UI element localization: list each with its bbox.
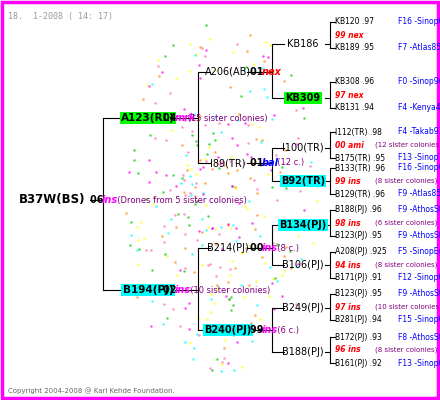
Text: B175(TR) .95: B175(TR) .95	[335, 154, 385, 162]
Text: F8 -AthosSt80R: F8 -AthosSt80R	[398, 332, 440, 342]
Text: (8 c.): (8 c.)	[272, 244, 299, 252]
Text: 98 ins: 98 ins	[335, 218, 361, 228]
Text: B161(PJ) .92: B161(PJ) .92	[335, 358, 382, 368]
Text: (12 sister colonies): (12 sister colonies)	[375, 142, 440, 148]
Text: ins: ins	[262, 325, 278, 335]
Text: (10 sister colonies): (10 sister colonies)	[375, 304, 440, 310]
Text: B106(PJ): B106(PJ)	[282, 260, 324, 270]
Text: B214(PJ): B214(PJ)	[207, 243, 249, 253]
Text: (8 sister colonies): (8 sister colonies)	[375, 178, 437, 184]
Text: bal: bal	[262, 158, 279, 168]
Text: B129(TR) .96: B129(TR) .96	[335, 190, 385, 198]
Text: F0 -Sinop96R: F0 -Sinop96R	[398, 78, 440, 86]
Text: 99 nex: 99 nex	[335, 30, 363, 40]
Text: 99: 99	[250, 325, 267, 335]
Text: (10 sister colonies): (10 sister colonies)	[185, 286, 270, 294]
Text: KB120 .97: KB120 .97	[335, 18, 374, 26]
Text: B171(PJ) .91: B171(PJ) .91	[335, 274, 382, 282]
Text: I89(TR): I89(TR)	[210, 158, 246, 168]
Text: F9 -AthosSt80R: F9 -AthosSt80R	[398, 290, 440, 298]
Text: (8 sister colonies): (8 sister colonies)	[375, 347, 437, 353]
Text: 97 nex: 97 nex	[335, 90, 363, 100]
Text: 94 ins: 94 ins	[335, 260, 361, 270]
Text: 97 ins: 97 ins	[335, 302, 361, 312]
Text: F16 -Sinop62R: F16 -Sinop62R	[398, 164, 440, 172]
Text: B37W(BS): B37W(BS)	[19, 194, 85, 206]
Text: F9 -AthosSt80R: F9 -AthosSt80R	[398, 206, 440, 214]
Text: KB186: KB186	[287, 39, 319, 49]
Text: B134(PJ): B134(PJ)	[279, 220, 326, 230]
Text: B92(TR): B92(TR)	[281, 176, 325, 186]
Text: 00 ami: 00 ami	[335, 140, 364, 150]
Text: B172(PJ) .93: B172(PJ) .93	[335, 332, 382, 342]
Text: F5 -SinopEgg86R: F5 -SinopEgg86R	[398, 248, 440, 256]
Text: F4 -Kenya4R: F4 -Kenya4R	[398, 104, 440, 112]
Text: (8 sister colonies): (8 sister colonies)	[375, 262, 437, 268]
Text: ins: ins	[102, 195, 118, 205]
Text: F4 -Takab93aR: F4 -Takab93aR	[398, 128, 440, 136]
Text: F9 -AthosSt80R: F9 -AthosSt80R	[398, 232, 440, 240]
Text: Copyright 2004-2008 @ Karl Kehde Foundation.: Copyright 2004-2008 @ Karl Kehde Foundat…	[8, 387, 175, 394]
Text: KB131 .94: KB131 .94	[335, 104, 374, 112]
Text: nex: nex	[262, 67, 282, 77]
Text: F9 -Atlas85R: F9 -Atlas85R	[398, 190, 440, 198]
Text: A123(RL): A123(RL)	[121, 113, 175, 123]
Text: F12 -Sinop62R: F12 -Sinop62R	[398, 274, 440, 282]
Text: B188(PJ) .96: B188(PJ) .96	[335, 206, 382, 214]
Text: (15 sister colonies): (15 sister colonies)	[185, 114, 268, 122]
Text: (12 c.): (12 c.)	[272, 158, 304, 168]
Text: A206(AB): A206(AB)	[205, 67, 251, 77]
Text: A208(PJ) .925: A208(PJ) .925	[335, 248, 387, 256]
Text: F13 -Sinop72R: F13 -Sinop72R	[398, 154, 440, 162]
Text: B123(PJ) .95: B123(PJ) .95	[335, 290, 382, 298]
Text: mrk: mrk	[175, 113, 196, 123]
Text: B249(PJ): B249(PJ)	[282, 303, 324, 313]
Text: 04: 04	[163, 113, 180, 123]
Text: (6 c.): (6 c.)	[272, 326, 299, 334]
Text: B133(TR) .96: B133(TR) .96	[335, 164, 385, 172]
Text: 06: 06	[90, 195, 107, 205]
Text: B240(PJ): B240(PJ)	[204, 325, 252, 335]
Text: B194(PJ): B194(PJ)	[123, 285, 173, 295]
Text: F13 -Sinop62R: F13 -Sinop62R	[398, 358, 440, 368]
Text: F16 -Sinop62R: F16 -Sinop62R	[398, 18, 440, 26]
Text: KB309: KB309	[286, 93, 321, 103]
Text: I112(TR) .98: I112(TR) .98	[335, 128, 382, 136]
Text: B281(PJ) .94: B281(PJ) .94	[335, 316, 382, 324]
Text: 96 ins: 96 ins	[335, 346, 361, 354]
Text: 00: 00	[250, 243, 267, 253]
Text: ins: ins	[262, 243, 278, 253]
Text: 99 ins: 99 ins	[335, 176, 361, 186]
Text: KB308 .96: KB308 .96	[335, 78, 374, 86]
Text: B123(PJ) .95: B123(PJ) .95	[335, 232, 382, 240]
Text: 18.  1-2008 ( 14: 17): 18. 1-2008 ( 14: 17)	[8, 12, 113, 21]
Text: (6 sister colonies): (6 sister colonies)	[375, 220, 437, 226]
Text: F7 -Atlas85R: F7 -Atlas85R	[398, 44, 440, 52]
Text: (Drones from 5 sister colonies): (Drones from 5 sister colonies)	[112, 196, 247, 204]
Text: B188(PJ): B188(PJ)	[282, 347, 324, 357]
Text: ins: ins	[175, 285, 191, 295]
Text: F15 -Sinop62R: F15 -Sinop62R	[398, 316, 440, 324]
Text: I100(TR): I100(TR)	[282, 143, 324, 153]
Text: 01: 01	[250, 67, 267, 77]
Text: KB189 .95: KB189 .95	[335, 44, 374, 52]
Text: 01: 01	[250, 158, 267, 168]
Text: 02: 02	[163, 285, 180, 295]
